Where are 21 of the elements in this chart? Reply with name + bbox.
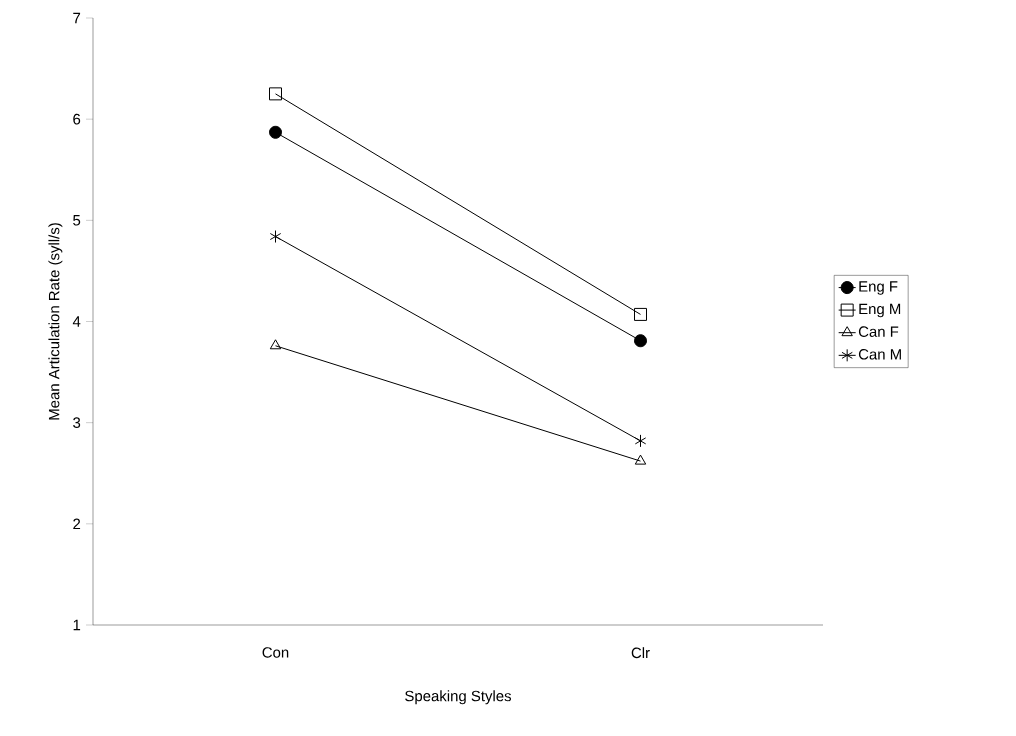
point xyxy=(634,434,647,448)
x-axis-title: Speaking Styles xyxy=(405,690,512,705)
point xyxy=(269,125,282,139)
point xyxy=(634,307,648,321)
y-tick-label: 2 xyxy=(73,518,81,530)
y-tick-label: 5 xyxy=(73,215,81,226)
legend-label: Can F xyxy=(858,326,899,337)
x-tick-label: Con xyxy=(262,647,289,658)
x-tick-label: Clr xyxy=(631,647,650,659)
y-tick-label: 3 xyxy=(73,417,81,428)
legend-label: Eng F xyxy=(859,281,898,295)
y-tick-label: 4 xyxy=(72,316,81,327)
y-tick-label: 1 xyxy=(73,619,81,631)
y-tick-label: 6 xyxy=(73,113,81,125)
legend-label: Can M xyxy=(858,348,901,360)
y-axis-title: Mean Articulation Rate (syll/s) xyxy=(48,223,63,420)
point xyxy=(634,334,648,348)
y-tick-label: 7 xyxy=(73,12,81,24)
legend-label: Eng M xyxy=(859,303,901,318)
point xyxy=(269,87,282,101)
point xyxy=(269,230,282,244)
